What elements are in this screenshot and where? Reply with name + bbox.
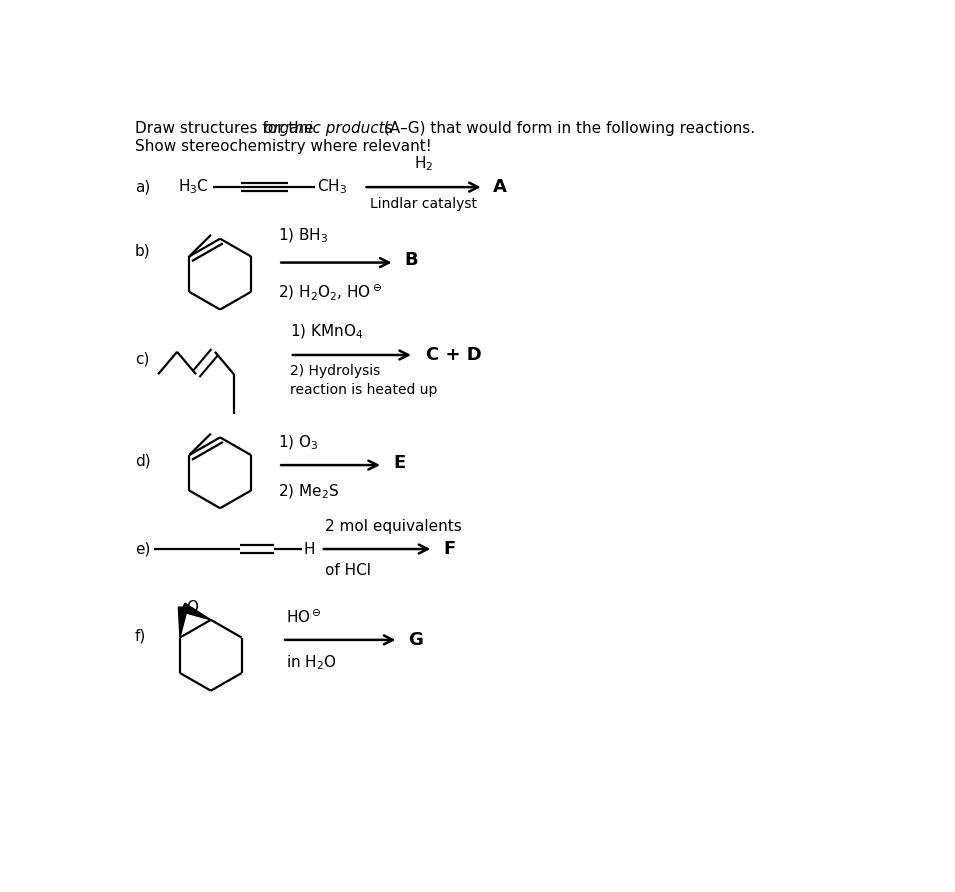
Text: H: H: [303, 541, 314, 557]
Text: C + D: C + D: [426, 346, 481, 364]
Text: A: A: [493, 178, 507, 196]
Polygon shape: [181, 603, 211, 620]
Text: G: G: [409, 631, 423, 648]
Text: 1) O$_3$: 1) O$_3$: [278, 434, 319, 452]
Text: d): d): [135, 454, 151, 468]
Text: O: O: [186, 600, 198, 615]
Text: H$_2$: H$_2$: [414, 154, 433, 173]
Text: F: F: [443, 540, 456, 558]
Text: (A–G) that would form in the following reactions.: (A–G) that would form in the following r…: [379, 121, 755, 136]
Text: 2) Me$_2$S: 2) Me$_2$S: [278, 483, 340, 501]
Text: E: E: [393, 454, 405, 472]
Text: Show stereochemistry where relevant!: Show stereochemistry where relevant!: [135, 139, 432, 154]
Text: e): e): [135, 541, 150, 557]
Text: in H$_2$O: in H$_2$O: [286, 654, 337, 673]
Text: HO$^\ominus$: HO$^\ominus$: [286, 608, 322, 626]
Text: f): f): [135, 629, 146, 643]
Text: CH$_3$: CH$_3$: [317, 178, 348, 196]
Text: a): a): [135, 179, 150, 194]
Text: Draw structures for the: Draw structures for the: [135, 121, 318, 136]
Text: H$_3$C: H$_3$C: [178, 178, 208, 196]
Text: reaction is heated up: reaction is heated up: [290, 383, 437, 397]
Text: organic products: organic products: [265, 121, 393, 136]
Text: B: B: [405, 252, 418, 269]
Text: 1) KMnO$_4$: 1) KMnO$_4$: [290, 323, 364, 341]
Text: 2) H$_2$O$_2$, HO$^\ominus$: 2) H$_2$O$_2$, HO$^\ominus$: [278, 282, 382, 301]
Text: Lindlar catalyst: Lindlar catalyst: [370, 197, 477, 211]
Text: 1) BH$_3$: 1) BH$_3$: [278, 227, 329, 245]
Text: b): b): [135, 244, 151, 259]
Text: 2 mol equivalents: 2 mol equivalents: [325, 518, 461, 533]
Text: 2) Hydrolysis: 2) Hydrolysis: [290, 364, 380, 378]
Text: of HCl: of HCl: [325, 563, 371, 578]
Text: c): c): [135, 351, 149, 367]
Polygon shape: [179, 607, 187, 638]
